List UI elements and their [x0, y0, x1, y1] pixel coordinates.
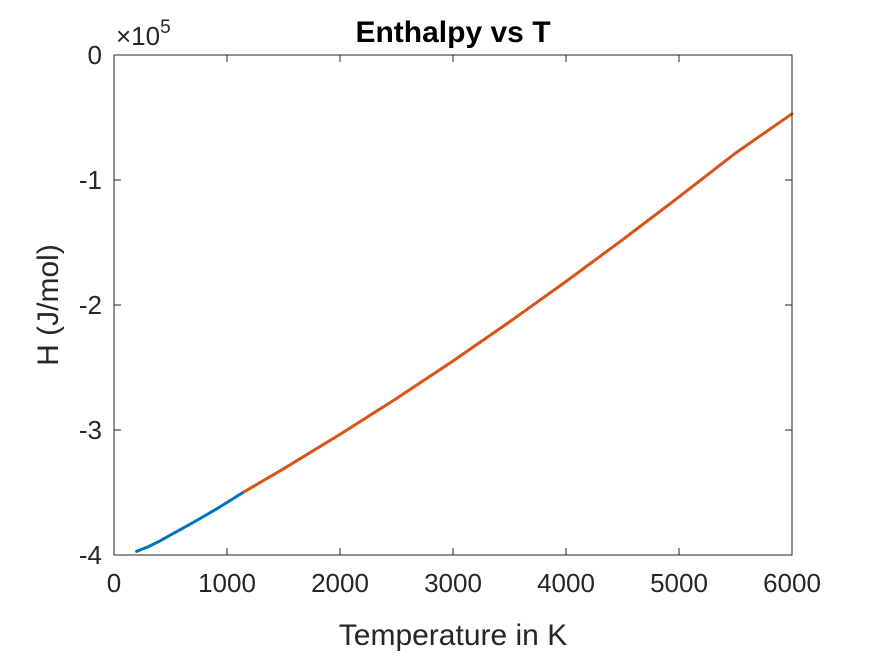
x-axis-label: Temperature in K — [339, 619, 567, 652]
chart-title: Enthalpy vs T — [355, 16, 550, 49]
x-tick-label: 3000 — [424, 568, 482, 598]
x-axis: 0 1000 2000 3000 4000 5000 6000 — [107, 55, 821, 598]
x-tick-label: 5000 — [650, 568, 708, 598]
x-tick-label: 6000 — [763, 568, 821, 598]
y-exponent-power: 5 — [160, 17, 171, 38]
series-line-2 — [242, 112, 794, 494]
x-tick-label: 2000 — [311, 568, 369, 598]
y-tick-label: -3 — [79, 415, 102, 445]
y-tick-label: -2 — [79, 290, 102, 320]
y-tick-label: -4 — [79, 540, 102, 570]
y-axis-label: H (J/mol) — [32, 244, 65, 366]
x-tick-label: 4000 — [537, 568, 595, 598]
series-layer — [135, 112, 794, 553]
y-axis: -4 -3 -2 -1 0 — [79, 40, 792, 570]
series-line-1 — [135, 490, 246, 553]
y-tick-label: -1 — [79, 165, 102, 195]
x-tick-label: 1000 — [198, 568, 256, 598]
x-tick-label: 0 — [107, 568, 121, 598]
y-tick-label: 0 — [88, 40, 102, 70]
y-exponent-label: ×105 — [116, 17, 171, 51]
y-exponent-base: ×10 — [116, 21, 160, 51]
plot-area — [114, 55, 792, 555]
